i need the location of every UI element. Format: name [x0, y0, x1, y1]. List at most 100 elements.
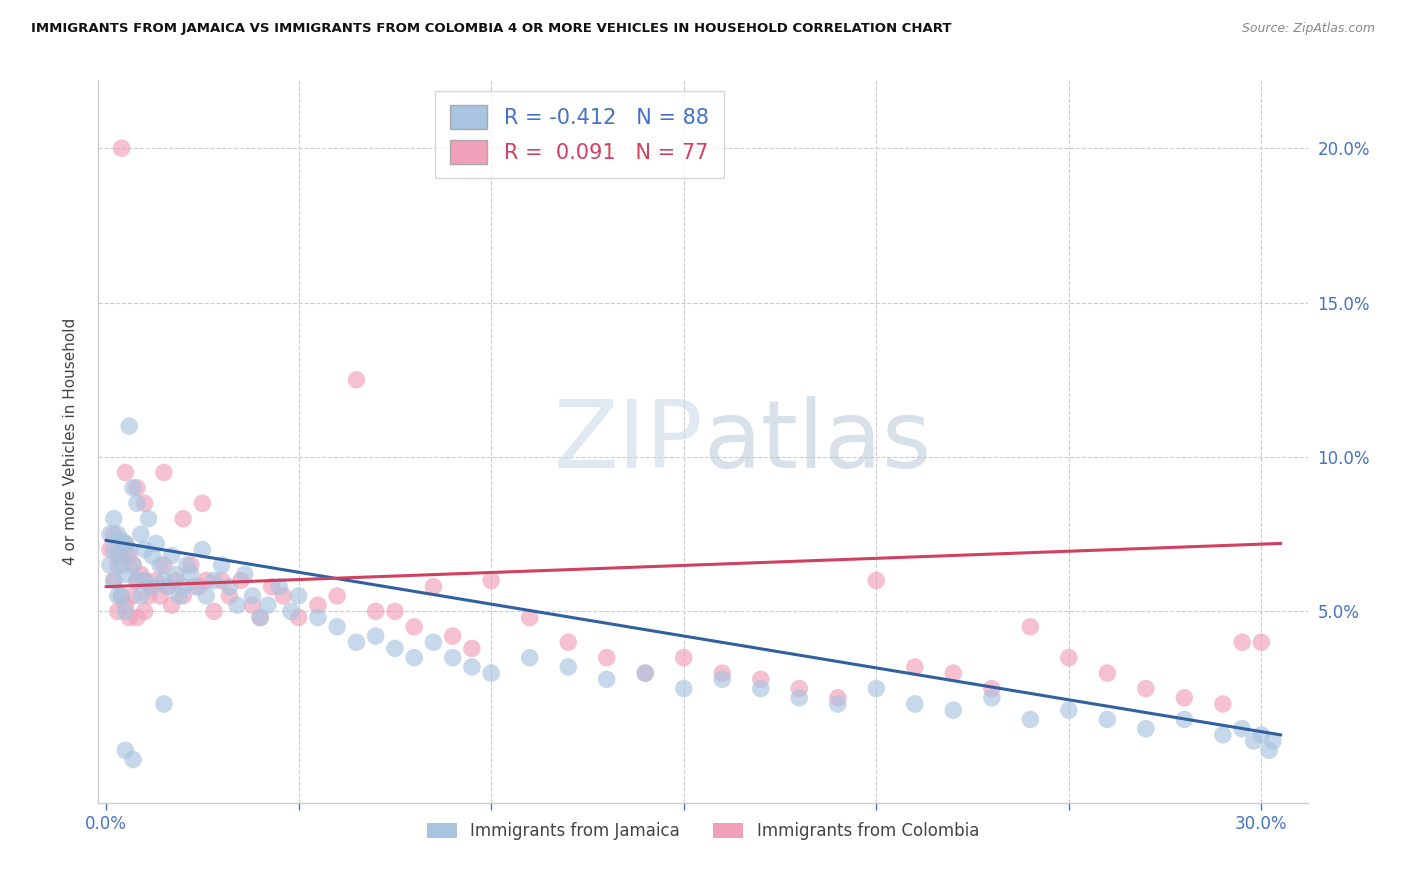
Point	[904, 697, 927, 711]
Point	[441, 629, 464, 643]
Point	[271, 589, 294, 603]
Point	[257, 598, 280, 612]
Point	[307, 598, 329, 612]
Point	[346, 635, 368, 649]
Point	[172, 589, 194, 603]
Point	[103, 512, 125, 526]
Point	[942, 703, 965, 717]
Point	[110, 558, 132, 572]
Point	[107, 604, 129, 618]
Point	[596, 650, 619, 665]
Point	[211, 574, 233, 588]
Point	[1258, 743, 1281, 757]
Point	[180, 558, 202, 572]
Point	[202, 574, 225, 588]
Point	[980, 681, 1002, 696]
Point	[110, 589, 132, 603]
Point	[156, 580, 179, 594]
Point	[122, 589, 145, 603]
Point	[114, 604, 136, 618]
Point	[187, 580, 209, 594]
Legend: Immigrants from Jamaica, Immigrants from Colombia: Immigrants from Jamaica, Immigrants from…	[420, 815, 986, 847]
Point	[980, 690, 1002, 705]
Point	[260, 580, 283, 594]
Point	[195, 589, 218, 603]
Point	[160, 598, 183, 612]
Point	[672, 650, 695, 665]
Point	[249, 610, 271, 624]
Point	[711, 666, 734, 681]
Point	[519, 610, 541, 624]
Point	[118, 419, 141, 434]
Point	[129, 567, 152, 582]
Point	[1212, 728, 1234, 742]
Point	[145, 574, 167, 588]
Point	[1057, 650, 1080, 665]
Point	[107, 549, 129, 563]
Point	[191, 496, 214, 510]
Point	[827, 697, 849, 711]
Point	[557, 660, 579, 674]
Point	[129, 589, 152, 603]
Point	[1019, 713, 1042, 727]
Point	[134, 574, 156, 588]
Point	[218, 580, 240, 594]
Point	[1173, 713, 1195, 727]
Point	[134, 542, 156, 557]
Point	[519, 650, 541, 665]
Point	[110, 141, 132, 155]
Point	[114, 536, 136, 550]
Point	[404, 620, 426, 634]
Point	[479, 666, 502, 681]
Point	[384, 641, 406, 656]
Point	[364, 604, 387, 618]
Point	[865, 681, 887, 696]
Point	[1173, 690, 1195, 705]
Point	[107, 558, 129, 572]
Point	[114, 567, 136, 582]
Point	[634, 666, 657, 681]
Text: atlas: atlas	[703, 395, 931, 488]
Point	[749, 681, 772, 696]
Point	[346, 373, 368, 387]
Point	[125, 481, 148, 495]
Point	[596, 673, 619, 687]
Point	[211, 558, 233, 572]
Point	[125, 574, 148, 588]
Y-axis label: 4 or more Vehicles in Household: 4 or more Vehicles in Household	[63, 318, 77, 566]
Point	[672, 681, 695, 696]
Point	[141, 580, 163, 594]
Point	[165, 574, 187, 588]
Point	[183, 580, 205, 594]
Point	[269, 580, 291, 594]
Point	[1230, 722, 1253, 736]
Point	[461, 641, 484, 656]
Point	[122, 481, 145, 495]
Point	[865, 574, 887, 588]
Point	[226, 598, 249, 612]
Point	[749, 673, 772, 687]
Point	[98, 558, 121, 572]
Point	[110, 549, 132, 563]
Point	[1097, 666, 1119, 681]
Point	[141, 580, 163, 594]
Point	[114, 598, 136, 612]
Point	[441, 650, 464, 665]
Point	[384, 604, 406, 618]
Point	[125, 574, 148, 588]
Point	[711, 673, 734, 687]
Point	[1019, 620, 1042, 634]
Point	[118, 549, 141, 563]
Point	[118, 610, 141, 624]
Point	[1261, 734, 1284, 748]
Point	[461, 660, 484, 674]
Point	[153, 574, 176, 588]
Point	[176, 558, 198, 572]
Point	[1250, 728, 1272, 742]
Point	[942, 666, 965, 681]
Point	[249, 610, 271, 624]
Point	[138, 589, 160, 603]
Point	[422, 580, 444, 594]
Point	[145, 536, 167, 550]
Point	[122, 753, 145, 767]
